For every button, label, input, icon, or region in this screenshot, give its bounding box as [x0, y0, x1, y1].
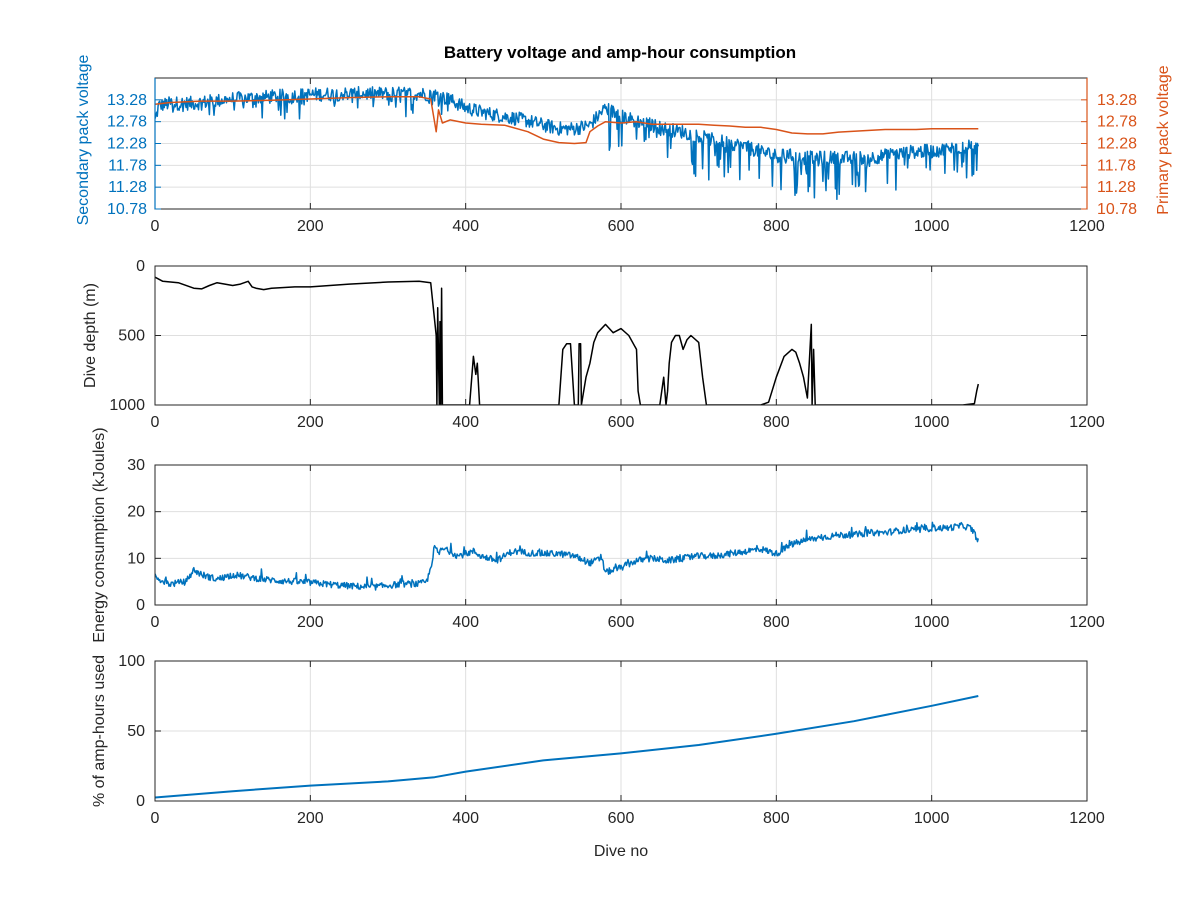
- axes-3-ytick-label-3: 30: [127, 457, 145, 474]
- axes-2-ytick-label-0: 0: [136, 258, 145, 275]
- axes-1-ytick-left-label-0: 10.78: [107, 201, 147, 218]
- axes-1-series-group: [155, 86, 980, 201]
- axes-3-xtick-label-0: 0: [151, 614, 160, 631]
- axes-3-series-1-line: [155, 521, 980, 591]
- axes-3-xtick-label-3: 600: [608, 614, 635, 631]
- axes-3-xtick-label-2: 400: [452, 614, 479, 631]
- axes-4-xtick-label-1: 200: [297, 810, 324, 827]
- axes-1-ytick-right-label-1: 11.28: [1097, 179, 1136, 196]
- axes-4-xtick-label-3: 600: [608, 810, 635, 827]
- axes-1-ytick-right-label-0: 10.78: [1097, 201, 1137, 218]
- axes-4-xlabel: Dive no: [594, 843, 648, 860]
- axes-3-ylabel: Energy consumption (kJoules): [91, 427, 108, 642]
- axes-2-series-group: [155, 276, 980, 405]
- axes-1-ylabel-right: Primary pack voltage: [1155, 65, 1172, 214]
- axes-1-xtick-label-5: 1000: [914, 218, 950, 235]
- axes-3-xtick-label-4: 800: [763, 614, 790, 631]
- axes-4-xtick-label-6: 1200: [1069, 810, 1105, 827]
- axes-1-xtick-label-0: 0: [151, 218, 160, 235]
- axes-4-series-1-line: [155, 695, 979, 799]
- axes-3-ytick-label-1: 10: [127, 550, 145, 567]
- axes-1-series-2-line: [155, 96, 979, 145]
- axes-4-ytick-label-1: 50: [127, 723, 145, 740]
- axes-1-ytick-right-label-3: 12.28: [1097, 136, 1137, 153]
- axes-3-ytick-label-0: 0: [136, 597, 145, 614]
- plots-container: 0 200 400 600 800 1000 120010.7811.2811.7812.2…: [75, 55, 1172, 860]
- axes-2-xtick-label-6: 1200: [1069, 414, 1105, 431]
- axes-1-ytick-right-label-5: 13.28: [1097, 92, 1137, 109]
- axes-1-ytick-left-label-4: 12.78: [107, 114, 147, 131]
- axes-4-series-group: [155, 695, 979, 799]
- axes-1-xtick-label-4: 800: [763, 218, 790, 235]
- axes-4-xtick-label-4: 800: [763, 810, 790, 827]
- axes-1-series-1-line: [155, 86, 980, 201]
- axes-3-xtick-label-6: 1200: [1069, 614, 1105, 631]
- axes-4-xtick-label-0: 0: [151, 810, 160, 827]
- axes-1-ytick-right-label-4: 12.78: [1097, 114, 1137, 131]
- axes-2-xtick-label-0: 0: [151, 414, 160, 431]
- axes-1-ytick-left-label-2: 11.78: [108, 157, 147, 174]
- axes-3-ytick-label-2: 20: [127, 504, 145, 521]
- axes-2-series-1-line: [155, 276, 980, 405]
- axes-4-ytick-label-0: 0: [136, 793, 145, 810]
- axes-4-xtick-label-5: 1000: [914, 810, 950, 827]
- axes-2-xtick-label-1: 200: [297, 414, 324, 431]
- axes-1-ytick-left-label-3: 12.28: [107, 136, 147, 153]
- axes-1-xtick-label-3: 600: [608, 218, 635, 235]
- axes-1-xtick-label-1: 200: [297, 218, 324, 235]
- axes-4-ylabel: % of amp-hours used: [91, 655, 108, 807]
- axes-1-ylabel-left: Secondary pack voltage: [75, 55, 92, 226]
- axes-2-xtick-label-2: 400: [452, 414, 479, 431]
- axes-1-xtick-label-6: 1200: [1069, 218, 1105, 235]
- axes-3-xtick-label-5: 1000: [914, 614, 950, 631]
- axes-3-xtick-label-1: 200: [297, 614, 324, 631]
- axes-3-series-group: [155, 521, 980, 591]
- axes-2-xtick-label-5: 1000: [914, 414, 950, 431]
- axes-2-ytick-label-1: 500: [118, 328, 145, 345]
- axes-2-xtick-label-3: 600: [608, 414, 635, 431]
- axes-4-ytick-label-2: 100: [118, 653, 145, 670]
- axes-1-xtick-label-2: 400: [452, 218, 479, 235]
- axes-4-xtick-label-2: 400: [452, 810, 479, 827]
- axes-1-ytick-left-label-1: 11.28: [108, 179, 147, 196]
- figure-title: Battery voltage and amp-hour consumption: [444, 43, 796, 62]
- axes-2-xtick-label-4: 800: [763, 414, 790, 431]
- axes-2-ytick-label-2: 1000: [109, 397, 145, 414]
- axes-1-ytick-right-label-2: 11.78: [1097, 157, 1136, 174]
- axes-1-ytick-left-label-5: 13.28: [107, 92, 147, 109]
- axes-2-ylabel: Dive depth (m): [82, 283, 99, 388]
